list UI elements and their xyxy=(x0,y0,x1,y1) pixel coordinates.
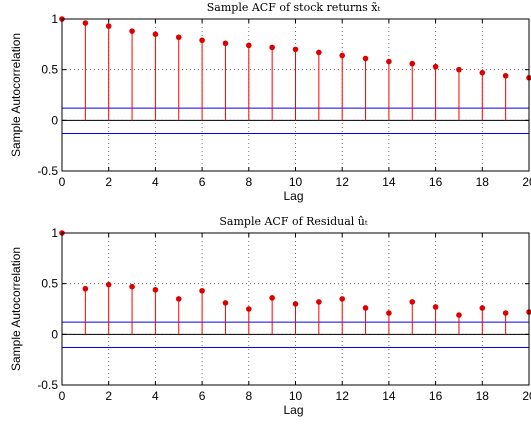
acf-point xyxy=(175,296,182,302)
acf-point xyxy=(152,31,159,37)
acf-point xyxy=(129,283,135,290)
acf-point xyxy=(456,312,462,318)
x-tick-label: 2 xyxy=(105,175,112,189)
acf-point xyxy=(362,305,369,311)
x-tick-label: 18 xyxy=(476,175,490,189)
x-tick-label: 4 xyxy=(152,175,159,189)
x-tick-label: 4 xyxy=(152,389,159,403)
x-tick-label: 10 xyxy=(289,389,303,403)
acf-point xyxy=(246,42,252,49)
y-tick-label: -0.5 xyxy=(37,164,58,178)
acf-point xyxy=(105,23,112,29)
acf-point xyxy=(502,310,509,316)
acf-point xyxy=(479,69,486,76)
acf-point xyxy=(409,299,416,305)
acf-point xyxy=(316,299,322,305)
x-tick-label: 2 xyxy=(105,389,112,403)
y-tick-label: 1 xyxy=(51,226,58,240)
y-tick-label: 0 xyxy=(51,113,58,127)
y-tick-label: 1 xyxy=(51,12,58,26)
acf-point xyxy=(409,60,416,67)
x-tick-label: 14 xyxy=(382,175,396,189)
acf-point xyxy=(82,285,89,292)
x-axis-label: Lag xyxy=(283,189,303,203)
acf-point xyxy=(479,305,486,311)
y-tick-label: 0.5 xyxy=(41,63,58,77)
acf-point xyxy=(82,20,89,26)
acf-point xyxy=(386,58,392,65)
acf-point xyxy=(246,306,252,312)
acf-point xyxy=(199,37,205,44)
x-tick-label: 6 xyxy=(199,175,206,189)
chart-title: Sample ACF of stock returns x̃ₜ xyxy=(207,1,381,14)
acf-point xyxy=(222,300,229,306)
acf-point xyxy=(292,46,299,53)
x-tick-label: 20 xyxy=(522,175,531,189)
y-axis-label: Sample Autocorrelation xyxy=(9,33,23,157)
acf-point xyxy=(502,72,509,79)
acf-point xyxy=(339,296,346,302)
y-tick-label: 0.5 xyxy=(41,277,58,291)
acf-point xyxy=(316,49,322,56)
x-tick-label: 0 xyxy=(59,389,66,403)
acf-point xyxy=(152,286,159,293)
acf-point xyxy=(339,52,346,59)
x-tick-label: 10 xyxy=(289,175,303,189)
acf-point xyxy=(432,63,439,70)
acf-point xyxy=(222,40,229,47)
x-tick-label: 8 xyxy=(245,389,252,403)
acf-stock-returns-panel: Sample ACF of stock returns x̃ₜ0 2 4 6 8 10 12… xyxy=(9,1,531,203)
acf-point xyxy=(129,28,135,34)
x-tick-label: 20 xyxy=(522,389,531,403)
acf-point xyxy=(199,287,205,294)
acf-point xyxy=(292,301,299,307)
chart-title: Sample ACF of Residual ûₜ xyxy=(219,215,368,228)
x-tick-label: 8 xyxy=(245,175,252,189)
acf-point xyxy=(456,66,462,73)
x-tick-label: 12 xyxy=(336,389,350,403)
x-tick-label: 14 xyxy=(382,389,396,403)
acf-residual-panel: Sample ACF of Residual ûₜ0 2 4 6 8 10 12 14 16 18… xyxy=(9,215,531,417)
x-tick-label: 12 xyxy=(336,175,350,189)
acf-point xyxy=(175,34,182,41)
y-tick-label: 0 xyxy=(51,327,58,341)
acf-point xyxy=(432,304,439,310)
acf-point xyxy=(269,44,275,51)
y-tick-label: -0.5 xyxy=(37,378,58,392)
x-tick-label: 16 xyxy=(429,175,443,189)
acf-point xyxy=(269,295,275,301)
x-tick-label: 6 xyxy=(199,389,206,403)
acf-point xyxy=(386,310,392,316)
x-axis-label: Lag xyxy=(283,403,303,417)
x-tick-label: 0 xyxy=(59,175,66,189)
x-tick-label: 18 xyxy=(476,389,490,403)
acf-point xyxy=(105,281,112,288)
y-axis-label: Sample Autocorrelation xyxy=(9,247,23,371)
x-tick-label: 16 xyxy=(429,389,443,403)
acf-point xyxy=(362,55,369,62)
